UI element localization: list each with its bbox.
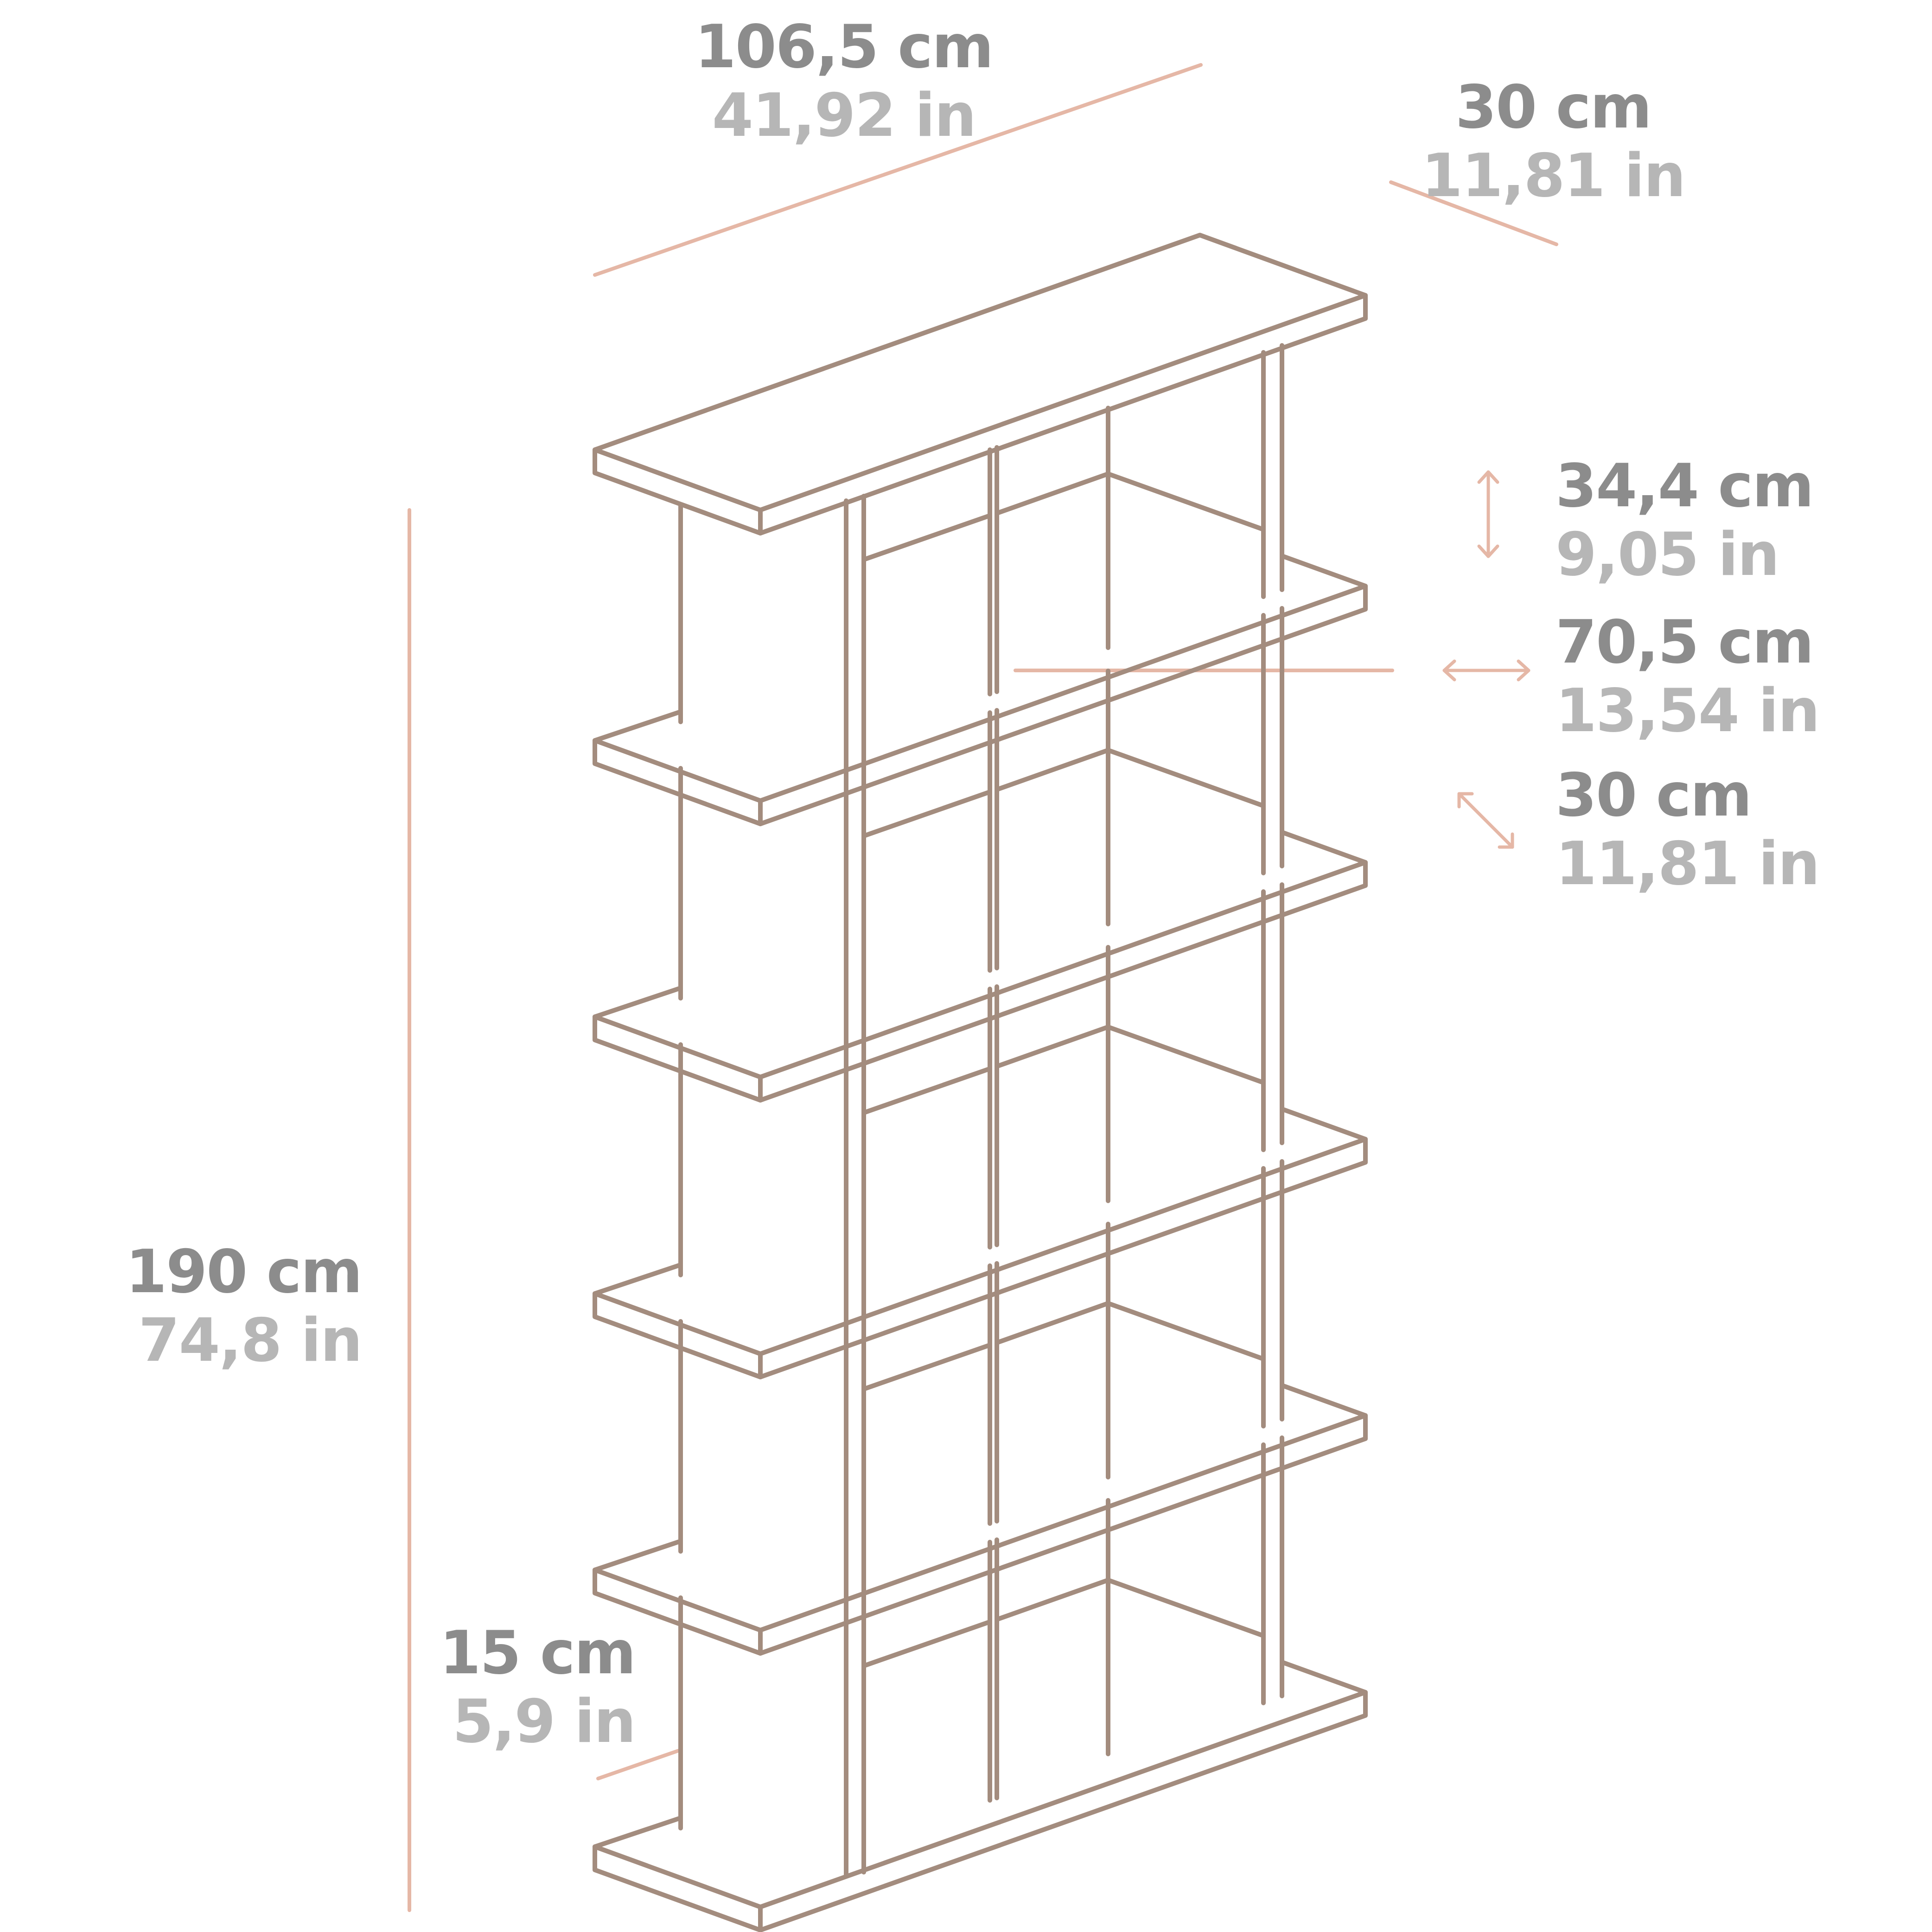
compartment-depth-metric: 30 cm [1556,761,1752,830]
inner-back-edge-b-5 [995,1578,1266,1638]
compartment-depth-label: 30 cm 11,81 in [1556,766,1843,894]
dimension-lines [408,63,1558,1912]
shelf-board-6-front-edge [758,1690,1368,1932]
inner-back-edge-a-1 [861,513,992,562]
shelf-board-2-left-top [593,709,763,803]
top-board-left-edge [593,447,763,536]
depth-dimension-line [1389,180,1558,246]
inner-back-edge-b-2 [995,748,1266,808]
bookshelf-outline [593,233,1368,1932]
inner-back-edge-b-4 [995,1301,1266,1361]
top-board-front-edge [758,293,1368,536]
base-clearance-label: 15 cm 5,9 in [362,1619,636,1756]
shelf-board-2-front-edge [758,584,1368,826]
width-imperial: 41,92 in [712,81,976,150]
shelf-board-4-front-top [758,1107,1368,1356]
shelf-board-5-front-edge [758,1413,1368,1656]
compartment-width-imperial: 13,54 in [1556,676,1820,746]
inner-back-edge-a-4 [861,1343,992,1391]
base-clearance-imperial: 5,9 in [452,1687,636,1756]
diagonal-arrowhead-top-icon [1457,792,1474,809]
width-label: 106,5 cm 41,92 in [658,18,1029,146]
width-dimension-line [593,63,1203,277]
shelf-board-3-left-edge [593,1014,763,1103]
shelf-board-3-front-top [758,830,1368,1079]
compartment-width-label: 70,5 cm 13,54 in [1556,613,1843,741]
inner-back-edge-a-3 [861,1066,992,1115]
vertical-arrowhead-bottom-icon [1477,544,1499,558]
shelf-board-6-front-top [758,1660,1368,1909]
shelf-board-2-left-edge [593,738,763,826]
shelf-board-5-left-top [593,1539,763,1632]
shelf-board-4-left-edge [593,1291,763,1379]
shelf-board-3-front-edge [758,860,1368,1103]
horizontal-arrowhead-left-icon [1442,659,1456,682]
compartment-arrow-icons [1442,470,1530,849]
shelf-board-5-front-top [758,1383,1368,1632]
inner-back-edge-a-2 [861,790,992,838]
compartment-width-metric: 70,5 cm [1556,608,1814,677]
vertical-arrowhead-top-icon [1477,470,1499,484]
shelf-board-4-front-edge [758,1137,1368,1379]
compartment-depth-imperial: 11,81 in [1556,829,1820,899]
width-metric: 106,5 cm [695,13,994,82]
inner-back-edge-a-5 [861,1620,992,1668]
shelf-board-3-left-top [593,986,763,1079]
shelf-board-2-front-top [758,554,1368,803]
shelf-board-6-left-edge [593,1844,763,1932]
shelf-board-4-left-top [593,1262,763,1356]
shelf-board-6-left-top [593,1816,763,1909]
height-imperial: 74,8 in [138,1306,363,1375]
height-label: 190 cm 74,8 in [83,1237,363,1375]
horizontal-arrowhead-right-icon [1517,659,1530,682]
shelf-board-5-left-edge [593,1568,763,1656]
depth-imperial: 11,81 in [1421,141,1686,210]
diagonal-arrowhead-bottom-icon [1498,832,1514,849]
depth-metric: 30 cm [1455,73,1652,142]
base-clearance-metric: 15 cm [440,1619,636,1688]
compartment-height-label: 34,4 cm 9,05 in [1556,457,1843,585]
compartment-height-imperial: 9,05 in [1556,520,1779,589]
compartment-height-metric: 34,4 cm [1556,452,1814,521]
top-board-surface [593,233,1368,512]
diagonal-double-arrow-icon [1457,792,1514,849]
height-metric: 190 cm [126,1237,363,1307]
base-clearance-dimension-line [596,1749,680,1780]
inner-back-edge-b-3 [995,1025,1266,1085]
depth-label: 30 cm 11,81 in [1414,78,1692,206]
inner-back-edge-b-1 [995,472,1266,532]
